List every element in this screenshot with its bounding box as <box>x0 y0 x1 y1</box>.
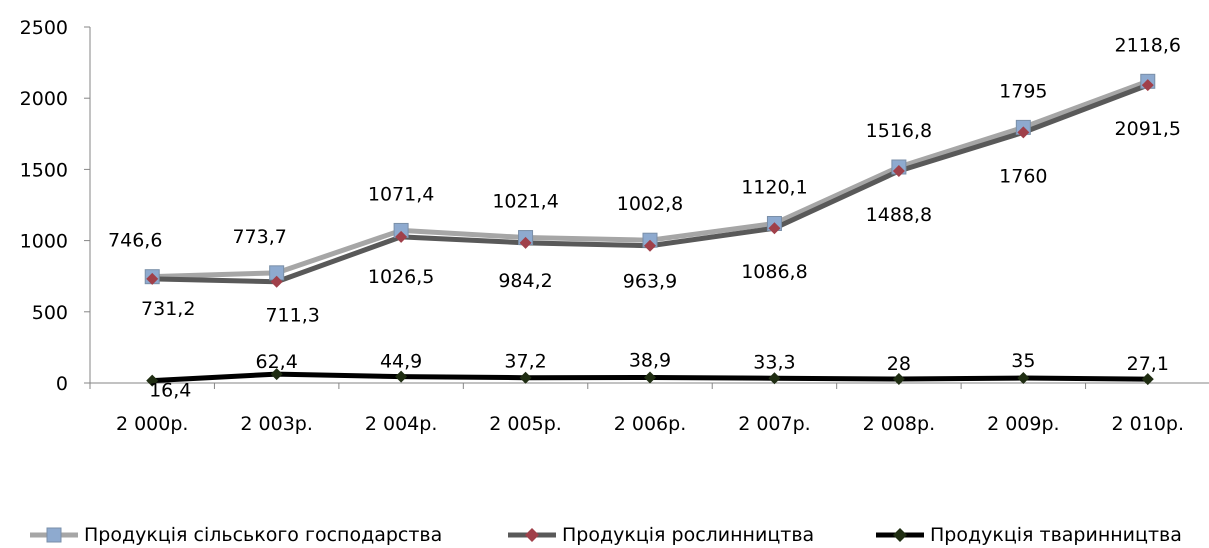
data-point <box>644 371 656 384</box>
x-tick-label: 2 004р. <box>365 413 438 435</box>
x-tick-label: 2 008р. <box>863 413 936 435</box>
data-label: 38,9 <box>629 349 671 371</box>
y-tick-label: 500 <box>32 302 68 324</box>
legend-item-crops: Продукція рослинництва <box>506 522 814 548</box>
data-label: 1488,8 <box>866 204 932 226</box>
y-tick-label: 1000 <box>20 231 68 253</box>
x-tick-labels: 2 000р. 2 003р. 2 004р. 2 005р. 2 006р. 2 007… <box>116 413 1184 435</box>
data-point <box>270 275 283 288</box>
data-label: 2118,6 <box>1115 34 1181 56</box>
data-point <box>768 372 781 385</box>
data-point <box>1017 126 1030 139</box>
data-label: 37,2 <box>504 351 546 373</box>
data-label: 62,4 <box>256 351 298 373</box>
data-label: 963,9 <box>623 271 677 293</box>
data-labels: 746,6 773,7 1071,4 1021,4 1002,8 1120,1 1516,8… <box>108 34 1181 401</box>
data-label: 1516,8 <box>866 120 932 142</box>
legend-label-total: Продукція сільського господарства <box>84 524 443 546</box>
y-tick-label: 0 <box>56 373 68 395</box>
data-label: 44,9 <box>380 351 422 373</box>
x-tick-label: 2 006р. <box>614 413 687 435</box>
legend-label-livestock: Продукція тваринництва <box>930 524 1182 546</box>
data-point <box>519 236 532 249</box>
data-label: 1026,5 <box>368 266 434 288</box>
data-label: 33,3 <box>753 351 795 373</box>
legend-swatch-livestock <box>876 528 924 542</box>
series-lines <box>152 78 1149 384</box>
data-point <box>146 272 159 285</box>
data-label: 746,6 <box>108 230 162 252</box>
data-point <box>892 373 905 386</box>
y-tick-label: 2500 <box>20 17 68 39</box>
data-point <box>519 371 532 384</box>
data-point <box>395 370 408 383</box>
x-tick-label: 2 009р. <box>987 413 1060 435</box>
x-tick-label: 2 007р. <box>738 413 811 435</box>
data-point <box>1141 373 1154 386</box>
x-tick-label: 2 003р. <box>240 413 313 435</box>
data-point <box>644 239 656 252</box>
legend-label-crops: Продукція рослинництва <box>562 524 815 546</box>
data-label: 2091,5 <box>1115 118 1181 140</box>
data-label: 1002,8 <box>617 193 683 215</box>
data-point <box>146 374 159 387</box>
data-label: 731,2 <box>141 298 195 320</box>
data-label: 1760 <box>999 165 1047 187</box>
data-point <box>270 368 283 381</box>
y-tick-label: 1500 <box>20 159 68 181</box>
data-label: 16,4 <box>149 380 191 402</box>
data-point <box>768 222 781 235</box>
x-tick-label: 2 000р. <box>116 413 189 435</box>
legend-swatch-crops <box>508 528 556 542</box>
y-tick-labels: 0 500 1000 1500 2000 2500 <box>20 17 68 395</box>
data-point <box>1017 372 1030 385</box>
legend-swatch-total <box>30 527 78 543</box>
data-label: 984,2 <box>498 270 552 292</box>
data-label: 1086,8 <box>741 261 807 283</box>
data-label: 773,7 <box>232 226 286 248</box>
data-point <box>1141 79 1154 92</box>
legend-item-livestock: Продукція тваринництва <box>874 522 1182 548</box>
data-point <box>892 164 905 177</box>
legend: Продукція сільського господарства Продук… <box>0 522 1209 548</box>
data-label: 1795 <box>999 80 1047 102</box>
data-point <box>395 230 408 243</box>
y-tick-label: 2000 <box>20 88 68 110</box>
legend-item-total: Продукція сільського господарства <box>28 522 442 548</box>
data-label: 1021,4 <box>492 191 558 213</box>
x-tick-label: 2 005р. <box>489 413 562 435</box>
data-label: 28 <box>887 353 911 375</box>
data-label: 1071,4 <box>368 183 434 205</box>
x-tick-label: 2 010р. <box>1112 413 1185 435</box>
data-label: 1120,1 <box>741 176 807 198</box>
data-label: 35 <box>1011 350 1035 372</box>
data-label: 711,3 <box>265 305 319 327</box>
series-markers <box>144 73 1156 387</box>
data-label: 27,1 <box>1127 353 1169 375</box>
